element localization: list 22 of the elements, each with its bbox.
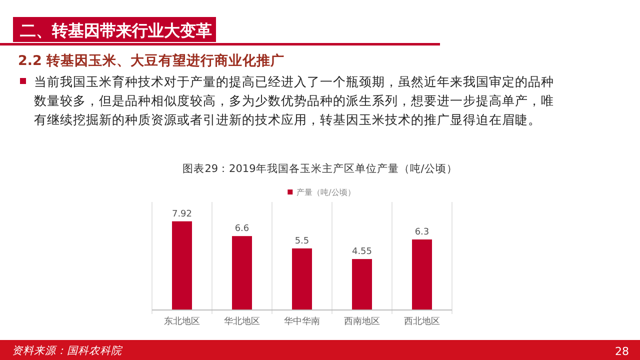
text: 28 (615, 345, 629, 358)
data-label: 5.5 (294, 236, 310, 246)
bar (412, 239, 432, 310)
x-tick-label: 东北地区 (164, 316, 200, 327)
bar (232, 236, 252, 310)
data-label: 7.92 (172, 209, 192, 220)
bar (292, 248, 312, 310)
text: 2.2 转基因玉米、大豆有望进行商业化推广 (18, 52, 285, 69)
x-tick-label: 华北地区 (224, 316, 260, 327)
bar (172, 221, 192, 310)
x-tick-label: 西北地区 (404, 316, 440, 327)
x-tick-label: 华中华南 (284, 316, 320, 327)
text: 资料来源：国科农科院 (12, 345, 123, 357)
data-label: 4.55 (352, 247, 372, 258)
bar (352, 259, 372, 310)
text: 当前我国玉米育种技术对于产量的提高已经进入了一个瓶颈期，虽然近年来我国审定的品种数量较多，但是品种相似度较高，多为少数优势品种的派生系列，想要进一步提高单产，唯有继续挖掘新的种质资源或者引进新的技术应用，转基因玉米技术的推广显得迫在眉睫。 (34, 73, 555, 129)
x-tick-label: 西南地区 (344, 316, 380, 327)
data-label: 6.3 (414, 227, 430, 238)
data-label: 6.6 (234, 224, 250, 234)
legend-label: 产量（吨/公顷） (296, 188, 356, 197)
text: 二、转基因带来行业大变革 (20, 21, 212, 40)
chart-title: 图表29：2019年我国各玉米主产区单位产量（吨/公顷） (182, 162, 458, 175)
